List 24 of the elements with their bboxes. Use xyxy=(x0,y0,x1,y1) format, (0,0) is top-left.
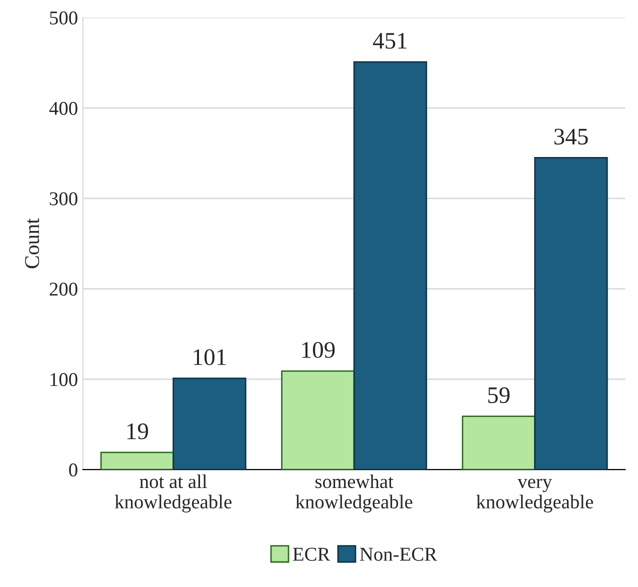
y-tick-label: 400 xyxy=(49,102,78,115)
y-tick-label: 500 xyxy=(50,11,78,25)
legend-label: ECR xyxy=(292,548,330,561)
y-tick-label: 300 xyxy=(50,192,78,206)
data-label: 345 xyxy=(554,128,588,145)
data-label: 101 xyxy=(194,349,226,366)
data-label: 109 xyxy=(302,342,335,358)
data-label: 19 xyxy=(127,423,148,440)
bar xyxy=(172,378,246,470)
bar xyxy=(462,416,536,470)
x-tick-label: somewhat knowledgeable xyxy=(296,474,412,512)
bar xyxy=(534,157,608,470)
y-axis-title: Count xyxy=(25,218,40,268)
y-tick-label: 200 xyxy=(50,282,78,296)
bar xyxy=(100,452,174,470)
y-tick-label: 0 xyxy=(69,463,78,477)
x-tick-label: not at all knowledgeable xyxy=(114,474,232,512)
legend-label: Non-ECR xyxy=(360,548,438,561)
bar xyxy=(281,370,355,470)
data-label: 451 xyxy=(372,32,407,49)
x-tick-label: very knowledgeable xyxy=(476,478,594,512)
bar xyxy=(353,61,428,470)
y-tick-label: 100 xyxy=(50,373,78,386)
data-label: 59 xyxy=(488,387,510,404)
